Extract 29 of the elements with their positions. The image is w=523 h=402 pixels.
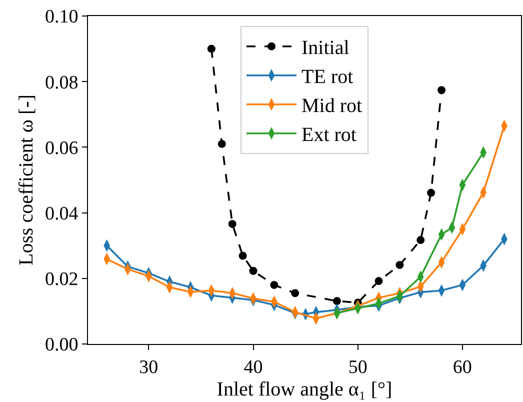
point	[249, 266, 258, 275]
point	[427, 188, 436, 197]
point	[396, 260, 404, 269]
y-axis-title: Loss coefficient ω [-]	[15, 94, 38, 266]
point	[270, 280, 278, 289]
x-tick-label: 40	[244, 356, 263, 378]
legend-label: Initial	[302, 37, 350, 60]
y-tick-label: 0.04	[44, 203, 79, 224]
point	[291, 289, 300, 298]
legend-label: Mid rot	[302, 95, 362, 118]
point	[218, 140, 226, 148]
point	[228, 220, 236, 228]
x-tick-label: 50	[348, 356, 368, 378]
point	[332, 297, 341, 306]
x-axis-title: Inlet flow angle α₁ [°]	[216, 378, 392, 400]
point	[207, 44, 216, 53]
point	[374, 277, 383, 286]
y-tick-label: 0.06	[44, 138, 78, 159]
x-tick-label: 30	[139, 356, 158, 378]
legend-label: TE rot	[302, 66, 354, 88]
point	[238, 252, 247, 260]
y-tick-label: 0.08	[44, 72, 78, 94]
y-tick-label: 0.02	[44, 269, 78, 290]
y-tick-label: 0.00	[44, 334, 78, 356]
y-tick-label: 0.10	[44, 6, 78, 28]
legend-label: Ext rot	[302, 124, 357, 146]
point	[416, 236, 425, 244]
point	[438, 86, 446, 94]
x-tick-label: 60	[452, 356, 472, 378]
